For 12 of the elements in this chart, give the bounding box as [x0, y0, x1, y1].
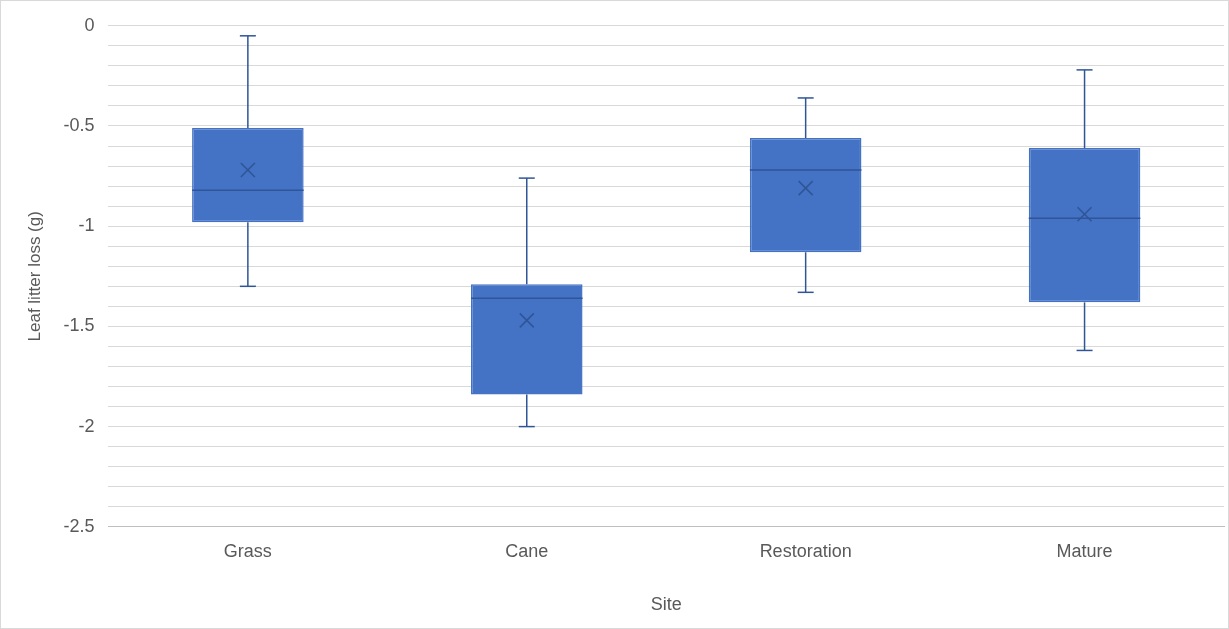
x-axis-title: Site: [650, 594, 682, 615]
y-tick-label: -2: [78, 415, 95, 436]
x-tick-label: Mature: [1056, 540, 1113, 561]
x-tick-label: Restoration: [759, 540, 852, 561]
y-axis-title: Leaf litter loss (g): [24, 211, 44, 342]
x-tick-label: Cane: [505, 540, 549, 561]
y-tick-label: -1: [78, 215, 95, 236]
y-tick-label: -0.5: [63, 114, 95, 135]
y-tick-label: -2.5: [63, 515, 95, 536]
y-tick-label: -1.5: [63, 315, 95, 336]
x-tick-label: Grass: [223, 540, 272, 561]
y-tick-label: 0: [84, 14, 95, 35]
